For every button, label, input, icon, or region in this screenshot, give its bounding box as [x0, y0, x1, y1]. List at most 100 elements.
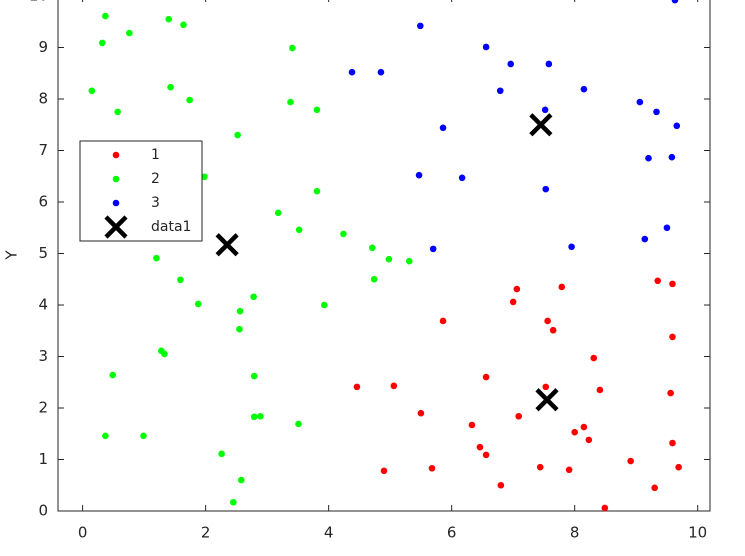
- plot-area: [57, 0, 711, 512]
- point: [153, 254, 160, 262]
- point: [663, 224, 671, 232]
- point: [295, 420, 302, 428]
- legend: 1 2 3 data1: [79, 140, 203, 242]
- centroid-marker-stroke: [535, 388, 559, 412]
- point: [405, 257, 413, 265]
- point: [417, 409, 425, 417]
- point: [536, 463, 544, 471]
- point: [274, 209, 282, 217]
- point: [415, 171, 423, 179]
- point: [565, 466, 573, 474]
- x-tick-label: 4: [324, 524, 334, 542]
- legend-marker-stroke: [104, 215, 128, 239]
- point: [601, 504, 609, 512]
- point: [541, 106, 549, 114]
- centroid-marker: [215, 233, 239, 257]
- point: [627, 457, 634, 465]
- point: [313, 106, 321, 114]
- y-tick-label: 10: [29, 0, 48, 5]
- point: [257, 412, 264, 420]
- point: [194, 300, 202, 308]
- point: [482, 451, 490, 459]
- point: [585, 436, 593, 444]
- y-tick-label: 7: [38, 141, 48, 159]
- legend-marker: [112, 175, 120, 183]
- point: [88, 87, 96, 95]
- point: [353, 383, 361, 391]
- point: [653, 108, 660, 116]
- centroid-marker: [535, 388, 559, 412]
- point: [369, 244, 376, 252]
- point: [109, 371, 117, 379]
- point: [250, 293, 257, 301]
- legend-marker: [112, 199, 120, 207]
- point: [250, 413, 258, 421]
- point: [377, 68, 385, 76]
- y-tick-label: 0: [38, 502, 48, 520]
- point: [509, 298, 517, 306]
- point: [295, 226, 303, 234]
- legend-label: 3: [151, 195, 160, 211]
- point: [385, 255, 393, 263]
- point: [429, 245, 437, 253]
- point: [102, 432, 109, 440]
- y-tick-label: 6: [38, 193, 48, 211]
- point: [370, 275, 378, 283]
- point: [669, 280, 676, 288]
- legend-marker: [104, 215, 128, 239]
- legend-label: 1: [151, 147, 160, 163]
- point: [571, 428, 578, 436]
- point: [234, 131, 241, 139]
- point: [675, 463, 682, 471]
- point: [497, 481, 505, 489]
- point: [515, 412, 523, 420]
- y-tick-label: 2: [38, 399, 48, 417]
- point: [98, 39, 106, 47]
- point: [590, 354, 598, 362]
- x-tick-label: 0: [78, 524, 88, 542]
- point: [673, 122, 681, 130]
- point: [476, 443, 484, 451]
- point: [102, 12, 109, 20]
- point: [482, 373, 490, 381]
- legend-label: 2: [151, 171, 160, 187]
- point: [390, 382, 398, 390]
- point: [549, 326, 557, 334]
- x-tick-label: 8: [570, 524, 580, 542]
- point: [439, 317, 447, 325]
- point: [313, 187, 321, 195]
- point: [669, 333, 676, 341]
- y-tick-label: 1: [38, 450, 48, 468]
- point: [645, 154, 652, 162]
- point: [289, 44, 296, 52]
- point: [482, 43, 490, 51]
- point: [321, 301, 328, 309]
- point: [651, 484, 658, 492]
- centroid-marker-stroke: [215, 233, 239, 257]
- point: [416, 22, 424, 30]
- point: [580, 85, 588, 93]
- point: [507, 60, 515, 68]
- point: [439, 124, 447, 132]
- point: [236, 325, 243, 333]
- point: [468, 421, 476, 429]
- point: [668, 153, 676, 161]
- y-tick-label: 8: [38, 90, 48, 108]
- legend-box: [79, 140, 203, 242]
- point: [218, 450, 225, 458]
- point: [167, 83, 174, 91]
- point: [669, 439, 676, 447]
- point: [126, 29, 133, 37]
- point: [513, 285, 521, 293]
- point: [348, 68, 356, 76]
- point: [568, 243, 575, 251]
- point: [165, 15, 173, 23]
- y-tick-label: 3: [38, 347, 48, 365]
- x-tick-label: 10: [688, 524, 707, 542]
- point: [496, 87, 504, 95]
- point: [161, 350, 168, 358]
- legend-label: data1: [151, 219, 191, 235]
- point: [380, 467, 388, 475]
- point: [641, 235, 649, 243]
- point: [544, 317, 551, 325]
